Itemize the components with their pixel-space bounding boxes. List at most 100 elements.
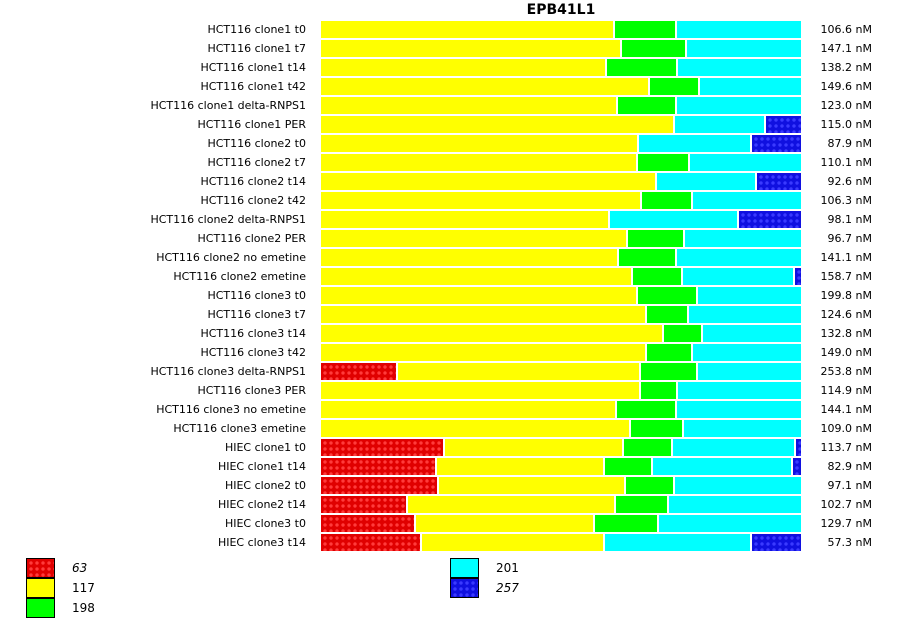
row-label: HCT116 clone1 t42 bbox=[200, 80, 306, 93]
bar-segment-198 bbox=[595, 515, 657, 532]
bar-segment-201 bbox=[684, 420, 801, 437]
bar-segment-63 bbox=[321, 515, 414, 532]
row-total-value: 92.6 nM bbox=[827, 175, 872, 188]
bar-segment-201 bbox=[639, 135, 750, 152]
row-total-value: 132.8 nM bbox=[820, 327, 872, 340]
row-total-value: 147.1 nM bbox=[820, 42, 872, 55]
bar-segment-117 bbox=[422, 534, 603, 551]
stacked-bar bbox=[321, 78, 801, 95]
row-total-value: 110.1 nM bbox=[820, 156, 872, 169]
bar-segment-198 bbox=[638, 154, 688, 171]
legend-label-117: 117 bbox=[72, 581, 95, 595]
stacked-bar bbox=[321, 515, 801, 532]
row-total-value: 199.8 nM bbox=[820, 289, 872, 302]
bar-segment-201 bbox=[683, 268, 793, 285]
row-label: HIEC clone1 t0 bbox=[224, 441, 306, 454]
row-total-value: 102.7 nM bbox=[820, 498, 872, 511]
stacked-bar bbox=[321, 173, 801, 190]
row-total-value: 106.3 nM bbox=[820, 194, 872, 207]
legend-label-201: 201 bbox=[496, 561, 519, 575]
bar-segment-201 bbox=[678, 59, 801, 76]
bar-segment-257 bbox=[796, 439, 801, 456]
stacked-bar bbox=[321, 211, 801, 228]
legend-swatch-117 bbox=[26, 578, 55, 598]
bar-segment-201 bbox=[698, 363, 801, 380]
stacked-bar bbox=[321, 420, 801, 437]
bar-segment-201 bbox=[677, 249, 801, 266]
row-total-value: 144.1 nM bbox=[820, 403, 872, 416]
bar-segment-201 bbox=[657, 173, 755, 190]
row-total-value: 96.7 nM bbox=[827, 232, 872, 245]
row-total-value: 123.0 nM bbox=[820, 99, 872, 112]
bar-segment-201 bbox=[687, 40, 801, 57]
bar-segment-117 bbox=[321, 21, 613, 38]
chart-title: EPB41L1 bbox=[526, 2, 596, 18]
bar-segment-63 bbox=[321, 534, 420, 551]
row-total-value: 114.9 nM bbox=[820, 384, 872, 397]
bar-segment-117 bbox=[416, 515, 593, 532]
row-total-value: 124.6 nM bbox=[820, 308, 872, 321]
row-label: HIEC clone3 t0 bbox=[224, 517, 306, 530]
stacked-bar bbox=[321, 439, 801, 456]
bar-segment-201 bbox=[659, 515, 801, 532]
stacked-bar bbox=[321, 363, 801, 380]
row-label: HCT116 clone3 no emetine bbox=[156, 403, 306, 416]
bar-segment-201 bbox=[677, 21, 801, 38]
row-label: HCT116 clone2 emetine bbox=[173, 270, 306, 283]
row-total-value: 87.9 nM bbox=[827, 137, 872, 150]
row-total-value: 149.6 nM bbox=[820, 80, 872, 93]
bar-segment-117 bbox=[321, 154, 636, 171]
row-label: HCT116 clone1 t14 bbox=[200, 61, 306, 74]
bar-segment-117 bbox=[439, 477, 624, 494]
stacked-bar bbox=[321, 230, 801, 247]
bar-segment-198 bbox=[642, 192, 691, 209]
bar-segment-198 bbox=[615, 21, 675, 38]
bar-segment-201 bbox=[669, 496, 801, 513]
bar-segment-117 bbox=[321, 268, 631, 285]
bar-segment-201 bbox=[675, 116, 764, 133]
bar-segment-198 bbox=[631, 420, 682, 437]
row-label: HCT116 clone3 t0 bbox=[207, 289, 306, 302]
stacked-bar bbox=[321, 97, 801, 114]
row-label: HCT116 clone2 t7 bbox=[207, 156, 306, 169]
bar-segment-117 bbox=[321, 382, 639, 399]
stacked-bar bbox=[321, 268, 801, 285]
stacked-bar bbox=[321, 40, 801, 57]
row-label: HIEC clone1 t14 bbox=[217, 460, 306, 473]
bar-segment-201 bbox=[690, 154, 801, 171]
stacked-bar bbox=[321, 382, 801, 399]
row-label: HCT116 clone3 delta-RNPS1 bbox=[150, 365, 306, 378]
stacked-bar bbox=[321, 534, 801, 551]
bar-segment-257 bbox=[739, 211, 801, 228]
row-total-value: 109.0 nM bbox=[820, 422, 872, 435]
bar-segment-198 bbox=[650, 78, 698, 95]
bar-segment-117 bbox=[321, 230, 626, 247]
bar-segment-63 bbox=[321, 477, 437, 494]
stacked-bar bbox=[321, 401, 801, 418]
bar-segment-198 bbox=[647, 344, 691, 361]
row-label: HCT116 clone3 t14 bbox=[200, 327, 306, 340]
stacked-bar bbox=[321, 135, 801, 152]
bar-segment-201 bbox=[700, 78, 801, 95]
row-label: HCT116 clone1 t0 bbox=[207, 23, 306, 36]
legend-label-257: 257 bbox=[496, 581, 519, 595]
row-label: HCT116 clone3 emetine bbox=[173, 422, 306, 435]
bar-segment-198 bbox=[664, 325, 701, 342]
bar-segment-198 bbox=[641, 382, 676, 399]
stacked-bar bbox=[321, 458, 801, 475]
stacked-bar bbox=[321, 287, 801, 304]
bar-segment-257 bbox=[766, 116, 801, 133]
bar-segment-201 bbox=[675, 477, 801, 494]
bar-segment-198 bbox=[607, 59, 676, 76]
bar-segment-198 bbox=[622, 40, 685, 57]
stacked-bar bbox=[321, 154, 801, 171]
stacked-bar bbox=[321, 306, 801, 323]
row-label: HCT116 clone1 PER bbox=[197, 118, 306, 131]
bar-segment-117 bbox=[321, 192, 640, 209]
row-label: HIEC clone2 t0 bbox=[224, 479, 306, 492]
row-total-value: 149.0 nM bbox=[820, 346, 872, 359]
bar-segment-198 bbox=[617, 401, 675, 418]
bar-segment-117 bbox=[445, 439, 622, 456]
legend-label-63: 63 bbox=[72, 561, 88, 575]
bar-segment-117 bbox=[321, 325, 662, 342]
